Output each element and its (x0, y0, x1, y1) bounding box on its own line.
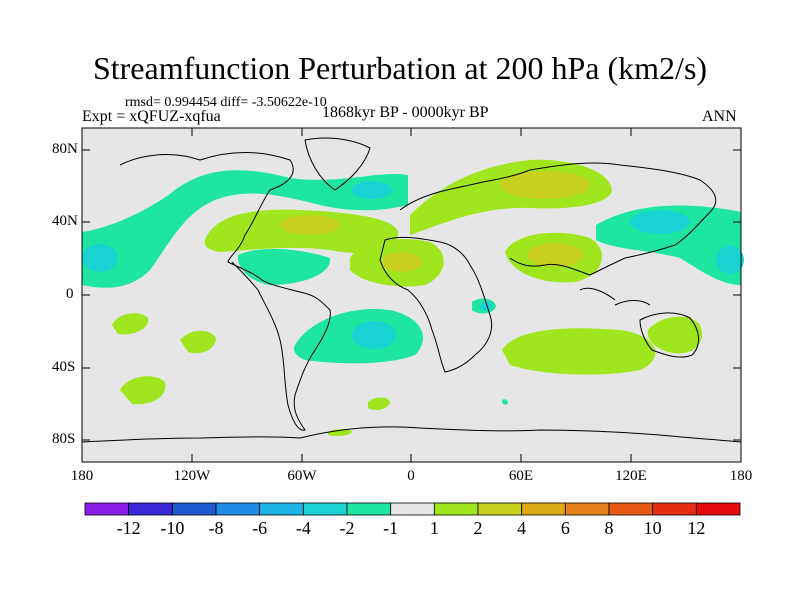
colorbar-swatch (346, 502, 392, 516)
colorbar-swatch (652, 502, 697, 516)
colorbar-label: -4 (295, 518, 311, 538)
colorbar-label: -1 (383, 518, 399, 538)
negative-cores (82, 181, 744, 349)
colorbar-label: 6 (560, 518, 570, 538)
colorbar-label: 1 (429, 518, 439, 538)
colorbar-swatch (215, 502, 261, 516)
colorbar-swatch (84, 502, 130, 516)
colorbar-swatch (564, 502, 610, 516)
axis-ticks (81, 128, 742, 462)
map-title: Streamfunction Perturbation at 200 hPa (… (92, 50, 708, 86)
x-tick-label: 60W (287, 468, 317, 484)
x-tick-label: 120E (615, 468, 647, 484)
colorbar-label: -12 (116, 518, 141, 538)
colorbar-swatch (608, 502, 654, 516)
x-tick-label: 60E (508, 468, 534, 484)
colorbar-swatch (477, 502, 523, 516)
colorbar-label: 4 (517, 518, 527, 538)
colorbar-label: -2 (339, 518, 355, 538)
y-tick-label: 80S (52, 431, 76, 447)
colorbar-label: -6 (252, 518, 268, 538)
colorbar-label: 12 (687, 518, 706, 538)
y-tick-label: 40N (52, 213, 78, 229)
coastlines (81, 137, 742, 443)
x-tick-label: 0 (407, 468, 415, 484)
x-tick-label: 180 (70, 468, 94, 484)
colorbar-swatch (171, 502, 217, 516)
colorbar (84, 502, 741, 516)
period-label: 1868kyr BP - 0000kyr BP (322, 104, 489, 121)
colorbar-label: -10 (160, 518, 185, 538)
y-tick-label: 40S (52, 359, 76, 375)
colorbar-swatch (433, 502, 479, 516)
colorbar-swatch (521, 502, 566, 516)
y-tick-label: 80N (52, 141, 78, 157)
colorbar-swatch (259, 502, 304, 516)
colorbar-label: -8 (208, 518, 224, 538)
x-tick-label: 180 (729, 468, 753, 484)
positive-cores (280, 171, 590, 272)
colorbar-label: 10 (643, 518, 662, 538)
x-tick-label: 120W (173, 468, 211, 484)
negative-contours (82, 170, 741, 405)
map-background (82, 128, 741, 462)
stats-label: rmsd= 0.994454 diff= -3.50622e-10 (125, 95, 327, 110)
colorbar-swatch (128, 502, 173, 516)
colorbar-label: 2 (473, 518, 483, 538)
colorbar-swatch (695, 502, 741, 516)
colorbar-swatch (302, 502, 348, 516)
experiment-label: Expt = xQFUZ-xqfua (82, 108, 221, 125)
colorbar-label: 8 (604, 518, 614, 538)
y-tick-label: 0 (66, 286, 74, 302)
season-label: ANN (702, 108, 737, 125)
colorbar-swatch (390, 502, 435, 516)
